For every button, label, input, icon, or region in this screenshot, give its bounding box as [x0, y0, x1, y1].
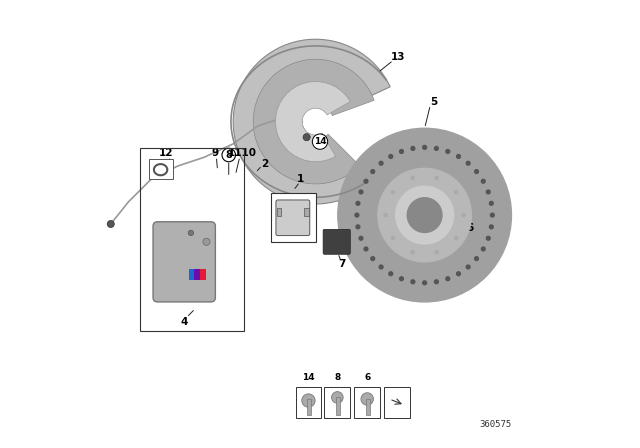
Bar	[365, 400, 370, 415]
Text: 6: 6	[467, 224, 474, 233]
Text: 8: 8	[334, 373, 340, 382]
Circle shape	[359, 237, 363, 240]
Text: 9: 9	[212, 148, 219, 158]
Bar	[324, 387, 350, 418]
FancyBboxPatch shape	[153, 222, 216, 302]
Circle shape	[338, 128, 511, 302]
Text: 14: 14	[314, 137, 326, 146]
Circle shape	[454, 237, 458, 240]
Text: 2: 2	[260, 159, 268, 169]
Circle shape	[411, 146, 415, 151]
Circle shape	[467, 161, 470, 165]
Circle shape	[446, 150, 450, 153]
Circle shape	[379, 161, 383, 165]
Bar	[384, 387, 410, 418]
Circle shape	[361, 393, 373, 405]
Circle shape	[490, 202, 493, 205]
Bar	[336, 397, 340, 415]
Circle shape	[446, 277, 450, 280]
Circle shape	[456, 272, 460, 276]
Circle shape	[371, 257, 374, 261]
Circle shape	[303, 134, 310, 141]
Circle shape	[355, 213, 359, 217]
Text: 7: 7	[339, 259, 346, 269]
FancyBboxPatch shape	[323, 229, 350, 254]
Circle shape	[475, 257, 479, 261]
Circle shape	[371, 170, 374, 173]
Wedge shape	[233, 39, 390, 204]
Circle shape	[378, 168, 472, 262]
Circle shape	[364, 179, 368, 183]
Circle shape	[301, 394, 315, 407]
Circle shape	[188, 230, 193, 236]
Circle shape	[392, 237, 395, 240]
Circle shape	[411, 177, 414, 180]
Wedge shape	[275, 82, 350, 162]
Text: 360575: 360575	[479, 420, 511, 429]
Circle shape	[359, 190, 363, 194]
FancyBboxPatch shape	[276, 200, 310, 236]
Circle shape	[107, 220, 115, 228]
Circle shape	[462, 214, 465, 217]
Bar	[296, 387, 321, 418]
Circle shape	[435, 251, 438, 254]
Circle shape	[203, 238, 210, 246]
Bar	[200, 268, 205, 280]
Circle shape	[411, 251, 414, 254]
Circle shape	[486, 237, 490, 240]
Circle shape	[467, 265, 470, 269]
Text: 14: 14	[302, 373, 315, 382]
Circle shape	[399, 277, 403, 280]
Circle shape	[379, 265, 383, 269]
Circle shape	[422, 146, 426, 149]
Circle shape	[454, 190, 458, 194]
Bar	[305, 208, 309, 216]
Circle shape	[407, 198, 442, 233]
Circle shape	[356, 202, 360, 205]
Circle shape	[332, 392, 343, 403]
Circle shape	[396, 186, 454, 244]
Circle shape	[392, 190, 395, 194]
Text: 6: 6	[364, 373, 371, 382]
Circle shape	[364, 247, 368, 251]
Bar	[140, 148, 244, 331]
Bar	[189, 268, 194, 280]
Bar	[148, 159, 173, 180]
Circle shape	[490, 213, 494, 217]
Circle shape	[486, 190, 490, 194]
Circle shape	[389, 272, 393, 276]
Bar	[307, 399, 310, 415]
Circle shape	[389, 155, 393, 158]
Circle shape	[384, 214, 387, 217]
Circle shape	[435, 280, 438, 284]
Text: 3: 3	[176, 263, 184, 274]
Circle shape	[456, 155, 460, 158]
Bar	[355, 387, 380, 418]
Circle shape	[399, 150, 403, 153]
Text: 8: 8	[225, 150, 232, 160]
Bar	[277, 208, 281, 216]
Circle shape	[411, 280, 415, 284]
Circle shape	[475, 170, 479, 173]
Circle shape	[435, 146, 438, 151]
Bar	[271, 193, 316, 242]
Text: 4: 4	[180, 317, 188, 327]
Text: 5: 5	[430, 97, 437, 107]
Circle shape	[481, 247, 485, 251]
Wedge shape	[253, 59, 374, 184]
Text: 12: 12	[159, 148, 173, 158]
Bar	[195, 268, 200, 280]
Circle shape	[422, 281, 426, 285]
Text: 13: 13	[390, 52, 405, 62]
Text: 1: 1	[296, 174, 303, 185]
Circle shape	[435, 177, 438, 180]
Circle shape	[356, 225, 360, 229]
Circle shape	[490, 225, 493, 229]
Circle shape	[481, 179, 485, 183]
Text: 1110: 1110	[228, 148, 257, 158]
